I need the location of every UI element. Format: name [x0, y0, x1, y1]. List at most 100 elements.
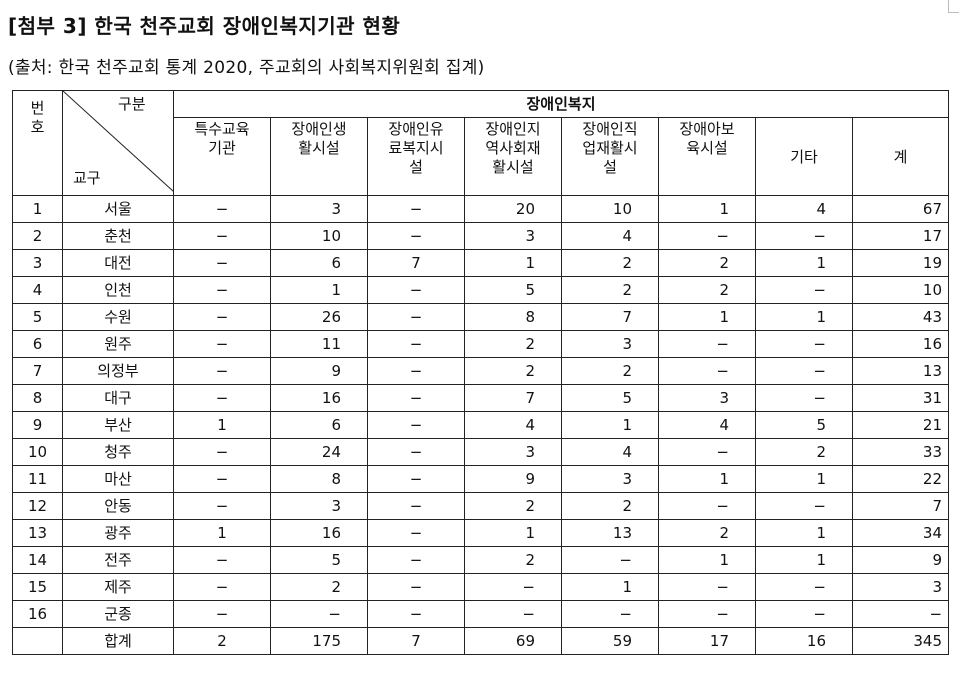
- row-number: 12: [13, 493, 63, 520]
- cell-value: 1: [174, 520, 271, 547]
- cell-value: 11: [271, 331, 368, 358]
- header-col-living-facility: 장애인생 활시설: [271, 118, 368, 196]
- cell-value: 33: [853, 439, 949, 466]
- table-body: 1 서울 −3−20 10 1 4 67 2 춘천 −10−3 4− −17 3 대전 −6 7 1 2 2 1 19 4…: [13, 196, 949, 655]
- header-diagonal-cell: 구분 교구: [63, 91, 174, 196]
- header-col-label: 장애인생 활시설: [291, 120, 346, 157]
- header-col-vocational-rehab: 장애인직 업재활시 설: [562, 118, 659, 196]
- row-number: 5: [13, 304, 63, 331]
- table-row: 3 대전 −6 7 1 2 2 1 19: [13, 250, 949, 277]
- header-col-special-education: 특수교육 기관: [174, 118, 271, 196]
- source-note: (출처: 한국 천주교회 통계 2020, 주교회의 사회복지위원회 집계): [8, 53, 485, 78]
- cell-value: 2: [562, 358, 659, 385]
- header-col-other: 기타: [756, 118, 853, 196]
- table-row: 10 청주 −24−3 4−2 33: [13, 439, 949, 466]
- cell-value: 21: [853, 412, 949, 439]
- cell-value: 5: [271, 547, 368, 574]
- cell-value: −: [174, 358, 271, 385]
- header-no: 번 호: [13, 91, 63, 196]
- row-number: [13, 628, 63, 655]
- cell-value: 1: [271, 277, 368, 304]
- row-number: 1: [13, 196, 63, 223]
- cell-value: −: [368, 385, 465, 412]
- table-row: 11 마산 −8−9 3 1 1 22: [13, 466, 949, 493]
- cell-value: −: [174, 223, 271, 250]
- cell-value: 2: [174, 628, 271, 655]
- header-no-label: 번 호: [31, 99, 45, 136]
- diocese-name: 안동: [63, 493, 174, 520]
- table-row: 16 군종 − − − − − − − −: [13, 601, 949, 628]
- table-row: 15 제주 −2− −1− −3: [13, 574, 949, 601]
- cell-value: 9: [465, 466, 562, 493]
- cell-value: 2: [465, 331, 562, 358]
- table-row: 1 서울 −3−20 10 1 4 67: [13, 196, 949, 223]
- header-col-label: 장애인지 역사회재 활시설: [485, 120, 540, 176]
- cell-value: 3: [271, 493, 368, 520]
- cell-value: 4: [756, 196, 853, 223]
- cell-value: 24: [271, 439, 368, 466]
- cell-value: −: [853, 601, 949, 628]
- cell-value: −: [659, 439, 756, 466]
- cell-value: 345: [853, 628, 949, 655]
- row-number: 15: [13, 574, 63, 601]
- cell-value: 2: [465, 493, 562, 520]
- cell-value: −: [174, 304, 271, 331]
- row-number: 2: [13, 223, 63, 250]
- cell-value: 7: [368, 250, 465, 277]
- row-number: 4: [13, 277, 63, 304]
- cell-value: 1: [562, 574, 659, 601]
- cell-value: 13: [562, 520, 659, 547]
- row-number: 7: [13, 358, 63, 385]
- header-col-paid-welfare: 장애인유 료복지시 설: [368, 118, 465, 196]
- cell-value: 13: [853, 358, 949, 385]
- cell-value: 43: [853, 304, 949, 331]
- diocese-name: 제주: [63, 574, 174, 601]
- cell-value: −: [756, 223, 853, 250]
- cell-value: 6: [271, 250, 368, 277]
- cell-value: −: [174, 601, 271, 628]
- cell-value: 5: [562, 385, 659, 412]
- header-col-community-rehab: 장애인지 역사회재 활시설: [465, 118, 562, 196]
- cell-value: −: [756, 493, 853, 520]
- diocese-name: 군종: [63, 601, 174, 628]
- cell-value: 16: [271, 385, 368, 412]
- total-label: 합계: [63, 628, 174, 655]
- cell-value: −: [174, 439, 271, 466]
- cell-value: 26: [271, 304, 368, 331]
- cell-value: −: [659, 223, 756, 250]
- cell-value: −: [174, 277, 271, 304]
- cell-value: 3: [562, 331, 659, 358]
- cell-value: 2: [465, 358, 562, 385]
- header-diocese-label: 교구: [73, 169, 101, 188]
- cell-value: 67: [853, 196, 949, 223]
- cell-value: 1: [756, 547, 853, 574]
- cell-value: 34: [853, 520, 949, 547]
- cell-value: −: [659, 331, 756, 358]
- cell-value: −: [174, 250, 271, 277]
- cell-value: −: [174, 466, 271, 493]
- diocese-name: 부산: [63, 412, 174, 439]
- cell-value: −: [174, 331, 271, 358]
- cell-value: 31: [853, 385, 949, 412]
- row-number: 16: [13, 601, 63, 628]
- cell-value: 1: [659, 196, 756, 223]
- table-row: 2 춘천 −10−3 4− −17: [13, 223, 949, 250]
- header-col-total: 계: [853, 118, 949, 196]
- row-number: 14: [13, 547, 63, 574]
- table-row: 4 인천 −1−5 2 2−10: [13, 277, 949, 304]
- cell-value: −: [368, 439, 465, 466]
- cell-value: 8: [465, 304, 562, 331]
- cell-value: −: [756, 331, 853, 358]
- header-category-label: 구분: [118, 95, 146, 114]
- cell-value: 2: [756, 439, 853, 466]
- table-row: 9 부산 1 6−4 1 4 5 21: [13, 412, 949, 439]
- cell-value: 2: [562, 493, 659, 520]
- cell-value: 7: [562, 304, 659, 331]
- cell-value: 1: [659, 466, 756, 493]
- total-row: 합계 2 175 7 69 59 17 16 345: [13, 628, 949, 655]
- cell-value: 1: [465, 520, 562, 547]
- cell-value: −: [368, 520, 465, 547]
- cell-value: 9: [271, 358, 368, 385]
- cell-value: 17: [853, 223, 949, 250]
- cell-value: −: [562, 547, 659, 574]
